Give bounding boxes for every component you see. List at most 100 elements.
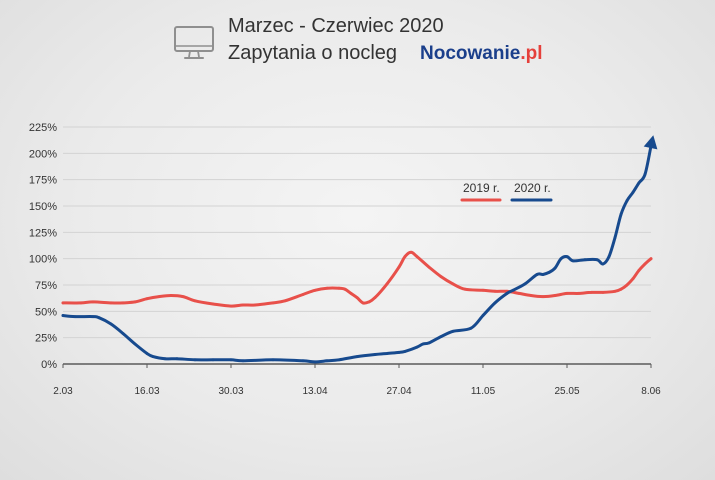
data-point-2020: [109, 322, 113, 326]
data-point-2020: [61, 314, 65, 317]
data-point-2019: [481, 288, 485, 292]
data-point-2020: [397, 351, 401, 354]
y-tick-label: 225%: [29, 122, 57, 134]
data-point-2019: [325, 286, 329, 290]
data-point-2020: [607, 255, 611, 258]
data-point-2019: [109, 301, 113, 305]
data-point-2019: [619, 287, 623, 291]
data-point-2019: [517, 292, 521, 295]
data-point-2019: [271, 301, 275, 305]
data-point-2019: [565, 292, 569, 295]
data-point-2020: [559, 257, 563, 261]
data-point-2020: [193, 358, 197, 362]
data-point-2019: [385, 282, 389, 286]
x-tick-label: 11.05: [471, 386, 496, 397]
data-point-2019: [613, 289, 617, 293]
chart-subtitle: Zapytania o nocleg: [228, 42, 398, 64]
data-point-2020: [133, 342, 137, 346]
data-point-2020: [427, 341, 431, 345]
x-tick-label: 8.06: [641, 386, 661, 397]
data-point-2020: [583, 258, 587, 262]
data-point-2020: [637, 181, 641, 185]
data-point-2019: [643, 262, 647, 266]
data-point-2019: [649, 257, 653, 261]
monitor-stand: [188, 50, 200, 58]
data-point-2020: [97, 316, 101, 320]
data-point-2019: [343, 287, 347, 291]
data-point-2019: [349, 292, 353, 295]
data-point-2019: [415, 255, 419, 258]
x-tick-label: 13.04: [302, 386, 327, 397]
data-point-2019: [157, 295, 161, 298]
data-point-2019: [577, 292, 581, 295]
data-point-2020: [145, 352, 149, 355]
data-point-2020: [619, 213, 623, 216]
data-point-2019: [589, 291, 593, 294]
data-point-2020: [301, 359, 305, 363]
data-point-2019: [211, 302, 215, 306]
data-point-2020: [541, 273, 545, 276]
data-point-2019: [337, 286, 341, 290]
series-layer: [61, 135, 658, 364]
data-point-2020: [523, 282, 527, 286]
data-point-2019: [427, 265, 431, 269]
data-point-2020: [229, 358, 233, 362]
y-tick-label: 25%: [35, 333, 57, 345]
data-point-2019: [79, 301, 83, 305]
y-axis: 0% 25% 50% 75% 100% 125% 150% 175% 200% 225%: [29, 122, 57, 371]
legend-label-2019: 2019 r.: [463, 181, 500, 195]
data-point-2019: [313, 288, 317, 292]
data-point-2020: [373, 353, 377, 356]
data-point-2020: [403, 350, 407, 353]
series-end-arrow-2020: [643, 135, 658, 150]
y-tick-label: 75%: [35, 280, 57, 292]
data-point-2019: [625, 283, 629, 287]
brand-logo: Nocowanie.pl: [420, 44, 542, 63]
monitor-icon: [174, 26, 214, 59]
data-point-2019: [409, 250, 413, 254]
legend-label-2020: 2020 r.: [514, 181, 551, 195]
data-point-2019: [493, 289, 497, 293]
x-tick-label: 27.04: [386, 386, 411, 397]
data-point-2020: [439, 335, 443, 338]
data-point-2019: [637, 268, 641, 272]
header: Marzec - Czerwiec 2020 Zapytania o nocle…: [0, 0, 715, 80]
data-point-2019: [133, 300, 137, 304]
data-point-2020: [565, 255, 569, 258]
data-point-2020: [511, 288, 515, 292]
data-point-2020: [175, 357, 179, 361]
series-2019: [61, 250, 653, 308]
data-point-2019: [241, 303, 245, 307]
data-point-2020: [337, 358, 341, 362]
legend: 2019 r. 2020 r.: [460, 181, 553, 202]
data-point-2019: [553, 294, 557, 297]
data-point-2020: [151, 355, 155, 358]
data-point-2020: [505, 292, 509, 295]
data-point-2020: [415, 345, 419, 349]
data-point-2019: [373, 296, 377, 299]
data-point-2020: [121, 332, 125, 335]
data-point-2020: [385, 352, 389, 355]
data-point-2019: [403, 255, 407, 258]
gridlines: [63, 126, 651, 365]
data-point-2019: [253, 303, 257, 307]
chart-title: Marzec - Czerwiec 2020: [228, 15, 444, 37]
y-tick-label: 50%: [35, 306, 57, 318]
y-tick-label: 200%: [29, 148, 57, 160]
data-point-2019: [367, 300, 371, 304]
data-point-2020: [451, 329, 455, 333]
data-point-2019: [463, 287, 467, 291]
data-point-2020: [421, 342, 425, 346]
data-point-2020: [643, 173, 647, 176]
logo-suffix: .pl: [520, 43, 543, 64]
data-point-2019: [397, 265, 401, 269]
y-tick-label: 175%: [29, 175, 57, 187]
data-point-2019: [61, 301, 65, 305]
data-point-2020: [325, 359, 329, 363]
data-point-2019: [361, 301, 365, 305]
x-tick-label: 25.05: [554, 386, 579, 397]
data-point-2020: [553, 266, 557, 270]
data-point-2020: [571, 259, 575, 263]
data-point-2020: [625, 199, 629, 203]
